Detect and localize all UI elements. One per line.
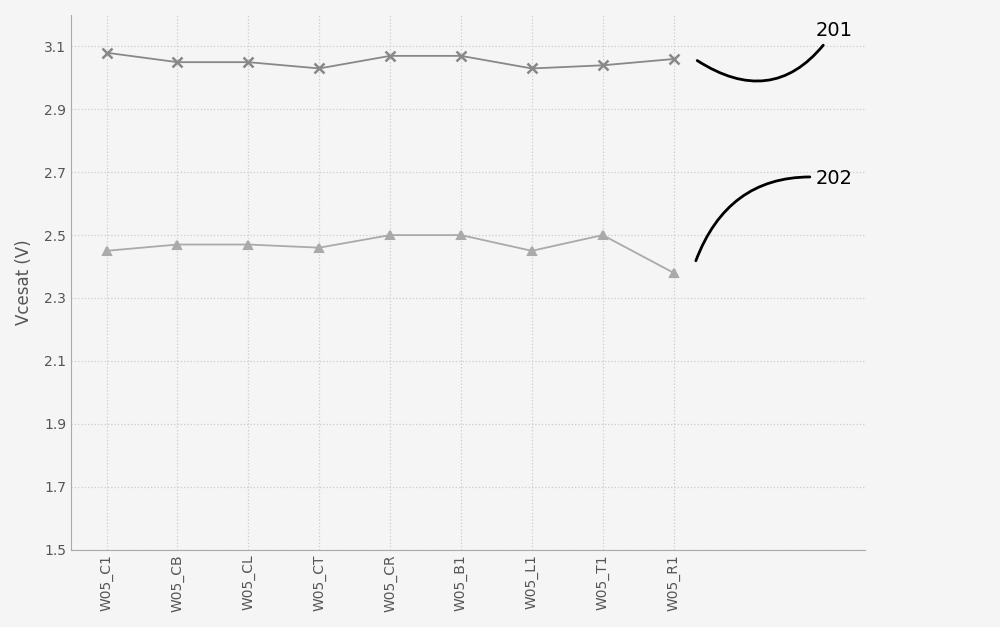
Text: 201: 201 xyxy=(697,21,852,81)
Text: 202: 202 xyxy=(696,169,852,261)
Y-axis label: Vcesat (V): Vcesat (V) xyxy=(15,240,33,325)
